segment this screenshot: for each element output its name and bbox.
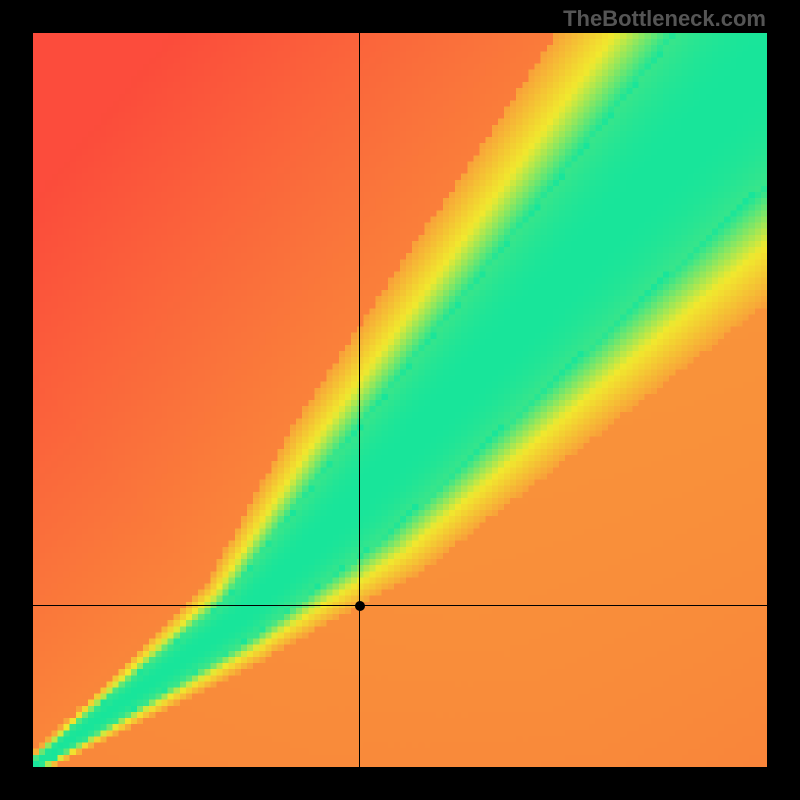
crosshair-vertical [359,33,360,767]
bottleneck-heatmap [33,33,767,767]
watermark-text: TheBottleneck.com [563,6,766,32]
crosshair-marker-dot [355,601,365,611]
chart-container: TheBottleneck.com [0,0,800,800]
crosshair-horizontal [33,605,767,606]
